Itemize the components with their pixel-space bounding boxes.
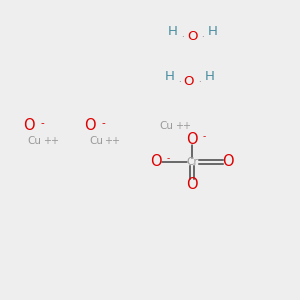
- Text: O: O: [186, 177, 198, 192]
- Text: -: -: [102, 118, 105, 128]
- Text: O: O: [186, 132, 198, 147]
- Text: H: H: [168, 25, 177, 38]
- Text: ++: ++: [175, 121, 191, 131]
- Text: Cu: Cu: [28, 136, 41, 146]
- Text: H: H: [165, 70, 174, 83]
- Text: H: H: [205, 70, 215, 83]
- Text: ++: ++: [43, 136, 59, 146]
- Text: -: -: [203, 132, 206, 141]
- Text: ++: ++: [104, 136, 121, 146]
- Text: Cu: Cu: [89, 136, 103, 146]
- Text: .: .: [201, 29, 204, 38]
- Text: Cr: Cr: [186, 157, 198, 167]
- Text: Cu: Cu: [160, 121, 173, 131]
- Text: .: .: [181, 29, 184, 38]
- Text: O: O: [84, 118, 96, 134]
- Text: -: -: [40, 118, 44, 128]
- Text: H: H: [208, 25, 218, 38]
- Text: O: O: [150, 154, 162, 169]
- Text: O: O: [23, 118, 34, 134]
- Text: -: -: [167, 154, 170, 164]
- Text: O: O: [187, 30, 197, 43]
- Text: O: O: [184, 75, 194, 88]
- Text: .: .: [198, 74, 201, 83]
- Text: O: O: [222, 154, 234, 169]
- Text: .: .: [178, 74, 181, 83]
